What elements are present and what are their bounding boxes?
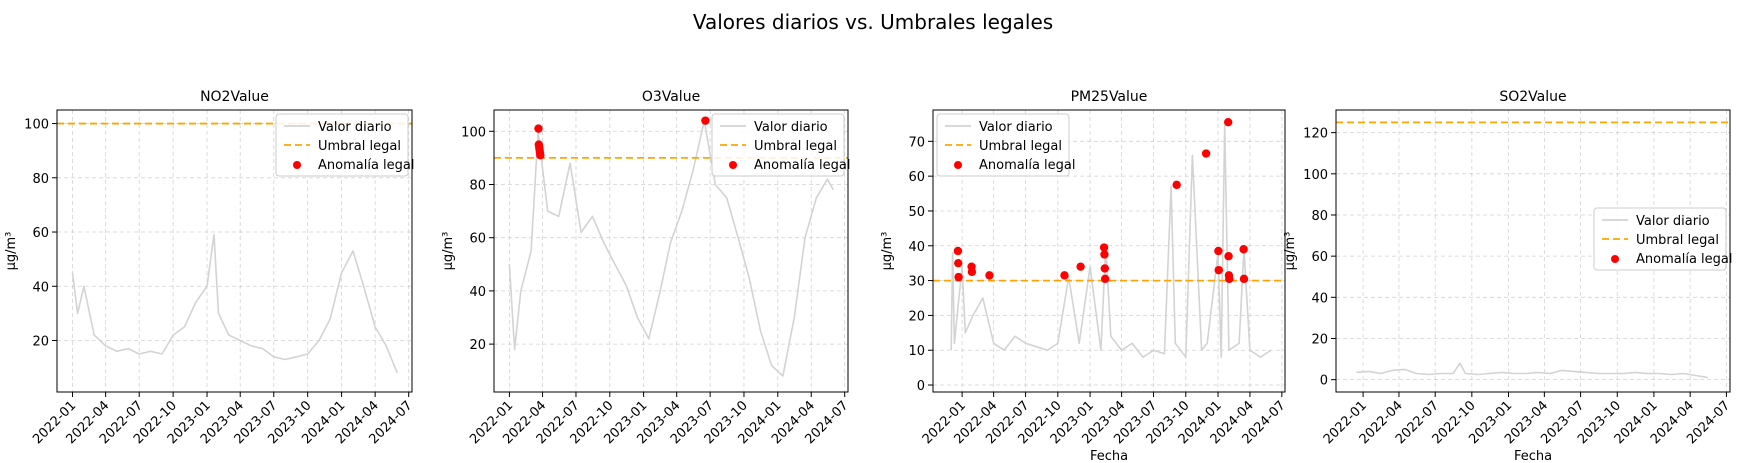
anomaly-point — [1214, 246, 1223, 256]
y-tick-label: 0 — [1320, 374, 1328, 389]
y-tick-label: 20 — [1311, 332, 1328, 347]
legend: Valor diario Umbral legal Anomalía legal — [1593, 207, 1732, 271]
y-tick-label: 10 — [908, 344, 925, 359]
anomaly-point — [1214, 265, 1223, 275]
legend: Valor diario Umbral legal Anomalía legal — [711, 113, 850, 177]
plot-area — [933, 117, 1285, 359]
anomaly-point — [1060, 271, 1069, 280]
y-tick-label: 60 — [908, 170, 925, 185]
y-tick-label: 80 — [469, 178, 486, 193]
legend-label: Umbral legal — [1636, 233, 1719, 248]
legend-swatch — [1611, 255, 1619, 263]
legend: Valor diario Umbral legal Anomalía legal — [936, 113, 1075, 177]
anomaly-point — [1225, 274, 1234, 284]
plot-area — [494, 116, 848, 377]
y-axis-label: µg/m³ — [1283, 232, 1298, 271]
axes-frame — [56, 109, 413, 393]
subplot-title: PM25Value — [1071, 89, 1148, 105]
legend-box — [275, 113, 409, 177]
y-tick-label: 40 — [32, 280, 49, 295]
y-tick-label: 80 — [1311, 209, 1328, 224]
legend-swatch — [954, 161, 962, 169]
axes-frame — [1335, 109, 1731, 393]
legend-label: Umbral legal — [754, 139, 837, 154]
legend-label: Valor diario — [1636, 214, 1710, 229]
anomaly-point — [1201, 149, 1211, 158]
y-tick-label: 50 — [908, 205, 925, 220]
anomaly-point — [1100, 264, 1109, 273]
anomaly-point — [967, 267, 977, 277]
series-line-valor-diario — [508, 119, 834, 377]
anomaly-point — [1224, 252, 1233, 261]
series-line-valor-diario — [71, 233, 399, 374]
y-axis-label: µg/m³ — [4, 232, 19, 271]
y-tick-label: 60 — [1311, 250, 1328, 265]
y-tick-label: 40 — [469, 285, 486, 300]
y-tick-label: 100 — [1303, 168, 1328, 183]
y-tick-label: 40 — [908, 240, 925, 255]
anomaly-point — [1239, 245, 1248, 254]
anomaly-point — [1100, 250, 1109, 259]
legend-label: Anomalía legal — [754, 158, 850, 173]
subplot-title: SO2Value — [1499, 89, 1566, 105]
anomaly-point — [1224, 117, 1233, 127]
subplot-title: NO2Value — [200, 89, 269, 105]
anomaly-point — [701, 116, 710, 125]
anomaly-point — [1076, 262, 1085, 271]
anomaly-point — [1172, 180, 1181, 190]
y-tick-label: 100 — [461, 125, 486, 140]
y-tick-label: 120 — [1303, 127, 1328, 142]
legend-label: Umbral legal — [318, 139, 401, 154]
legend-swatch — [293, 161, 301, 169]
legend-label: Valor diario — [754, 120, 828, 135]
x-axis-label: Fecha — [1514, 449, 1552, 463]
y-tick-label: 70 — [908, 135, 925, 150]
axes-frame — [493, 109, 849, 393]
y-axis-label: µg/m³ — [441, 232, 456, 271]
anomaly-point — [536, 151, 545, 160]
legend-label: Valor diario — [979, 120, 1053, 135]
y-tick-label: 100 — [24, 118, 49, 133]
anomaly-point — [985, 271, 994, 280]
axes-frame — [932, 109, 1286, 393]
y-tick-label: 0 — [917, 379, 925, 394]
anomaly-point — [954, 272, 963, 282]
figure-suptitle: Valores diarios vs. Umbrales legales — [693, 10, 1053, 34]
anomaly-point — [953, 246, 963, 256]
legend: Valor diario Umbral legal Anomalía legal — [275, 113, 414, 177]
legend-label: Valor diario — [318, 120, 392, 135]
y-tick-label: 30 — [908, 275, 925, 290]
anomaly-point — [1099, 243, 1109, 252]
anomaly-point — [1239, 274, 1249, 284]
y-tick-label: 40 — [1311, 291, 1328, 306]
y-tick-label: 20 — [908, 309, 925, 324]
subplot-title: O3Value — [642, 89, 700, 105]
series-line-valor-diario — [1356, 362, 1708, 379]
legend-swatch — [729, 161, 737, 169]
legend-label: Umbral legal — [979, 139, 1062, 154]
legend-label: Anomalía legal — [318, 158, 414, 173]
legend-label: Anomalía legal — [979, 158, 1075, 173]
legend-box — [936, 113, 1070, 177]
anomaly-point — [534, 124, 543, 133]
y-tick-label: 60 — [32, 226, 49, 241]
plot-area — [1336, 121, 1730, 379]
y-axis-label: µg/m³ — [880, 232, 895, 271]
y-tick-label: 20 — [469, 338, 486, 353]
legend-label: Anomalía legal — [1636, 252, 1732, 267]
legend-box — [1593, 207, 1727, 271]
legend-box — [711, 113, 845, 177]
y-tick-label: 80 — [32, 172, 49, 187]
anomaly-point — [1100, 274, 1110, 284]
x-axis-label: Fecha — [1090, 449, 1128, 463]
plot-area — [57, 122, 412, 374]
y-tick-label: 60 — [469, 232, 486, 247]
series-line-valor-diario — [950, 123, 1272, 359]
anomaly-point — [954, 258, 963, 268]
y-tick-label: 20 — [32, 334, 49, 349]
